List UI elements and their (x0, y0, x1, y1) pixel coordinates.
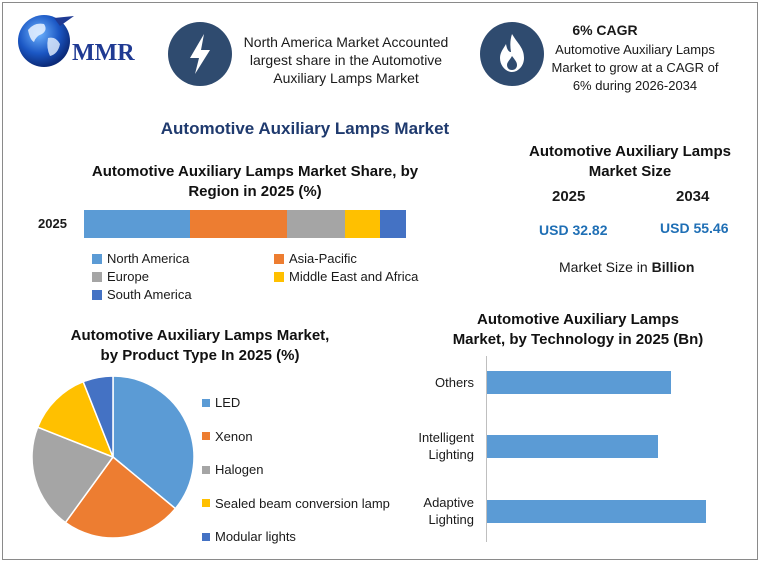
legend-swatch (92, 289, 102, 300)
header-box1-line: largest share in the Automotive (249, 52, 443, 68)
market-size-title-line: Automotive Auxiliary Lamps (529, 143, 731, 160)
flame-icon-badge (480, 22, 544, 86)
pie-slice-1 (64, 455, 177, 539)
legend-swatch (92, 271, 102, 282)
technology-category-label-line: Others (434, 374, 474, 390)
technology-chart-title-line: Market, by Technology in 2025 (Bn) (452, 331, 704, 348)
market-size-value-2034: USD 55.46 (660, 220, 729, 236)
region-bar-segment-4 (380, 210, 406, 238)
header-box1-line: Auxiliary Lamps Market (273, 70, 419, 86)
region-legend-item: Asia-Pacific (274, 251, 454, 266)
lightning-icon (190, 34, 210, 74)
technology-category-label-line: Intelligent (418, 430, 474, 445)
technology-category-label: Intelligent Lighting (380, 429, 474, 463)
region-chart-title-line: Region in 2025 (%) (188, 183, 322, 200)
market-size-note-prefix: Market Size in (559, 259, 652, 275)
legend-label: North America (107, 251, 190, 266)
globe-icon (18, 15, 74, 67)
logo-text: MMR (72, 40, 135, 66)
region-legend-item: Middle East and Africa (274, 269, 454, 284)
legend-swatch (92, 253, 102, 264)
header-box1-line: North America Market Accounted (243, 34, 449, 50)
technology-category-label-line: Adaptive (423, 495, 474, 510)
market-size-year-2025: 2025 (552, 188, 586, 205)
technology-chart-title-line: Automotive Auxiliary Lamps (477, 311, 679, 328)
region-bar-segment-1 (190, 210, 287, 238)
legend-label: Modular lights (215, 529, 296, 545)
legend-label: Asia-Pacific (289, 251, 357, 266)
region-chart-title-line: Automotive Auxiliary Lamps Market Share,… (91, 163, 419, 180)
region-chart-title: Automotive Auxiliary Lamps Market Share,… (70, 162, 440, 202)
pie-slice-3 (36, 380, 115, 459)
pie-slice-2 (31, 426, 115, 524)
legend-label: Sealed beam conversion lamp (215, 495, 390, 511)
technology-chart-axis-line (486, 356, 487, 542)
flame-icon (500, 34, 524, 72)
header-box1-text: North America Market Accounted largest s… (232, 33, 460, 87)
lightning-icon-badge (168, 22, 232, 86)
market-size-note-unit: Billion (651, 259, 695, 275)
market-size-title: Automotive Auxiliary Lamps Market Size (510, 142, 750, 182)
legend-swatch (202, 432, 210, 441)
product-legend-item: Halogen (202, 453, 402, 487)
region-stacked-bar (84, 210, 406, 238)
legend-label: Xenon (215, 428, 253, 444)
market-size-title-line: Market Size (588, 163, 672, 180)
header-box2-title: 6% CAGR (572, 22, 638, 38)
region-bar-segment-2 (286, 210, 345, 238)
technology-chart-title: Automotive Auxiliary Lamps Market, by Te… (430, 310, 726, 350)
technology-category-label: Others (380, 374, 474, 391)
pie-slice-0 (112, 375, 195, 510)
region-bar-segment-0 (84, 210, 191, 238)
header-box2-text: Automotive Auxiliary Lamps Market to gro… (545, 41, 725, 95)
technology-category-label-line: Lighting (428, 447, 474, 462)
legend-label: Halogen (215, 462, 264, 478)
region-legend-item: Europe (92, 269, 274, 284)
product-pie-chart (31, 375, 195, 539)
technology-bar-1 (487, 434, 659, 458)
market-size-note: Market Size in Billion (559, 259, 694, 275)
region-chart-category-label: 2025 (38, 216, 67, 231)
legend-swatch (202, 532, 210, 541)
region-bar-segment-3 (344, 210, 381, 238)
legend-swatch (202, 465, 210, 474)
header-box2-line: 6% during 2026-2034 (572, 78, 698, 93)
product-legend-item: Modular lights (202, 520, 402, 554)
region-legend-item: North America (92, 251, 274, 266)
legend-label: Europe (107, 269, 149, 284)
header-box2-line: Market to grow at a CAGR of (551, 60, 719, 75)
legend-swatch (274, 271, 284, 282)
legend-label: Middle East and Africa (289, 269, 419, 284)
product-chart-legend: LED Xenon Halogen Sealed beam conversion la… (202, 386, 402, 554)
region-chart-legend: North America Asia-Pacific Europe Middle Ea… (92, 251, 452, 302)
technology-bar-2 (487, 499, 706, 523)
main-title: Automotive Auxiliary Lamps Market (160, 119, 450, 138)
market-size-value-2025: USD 32.82 (539, 222, 608, 238)
legend-label: South America (107, 287, 192, 302)
product-chart-title-line: by Product Type In 2025 (%) (100, 347, 300, 364)
product-chart-title-line: Automotive Auxiliary Lamps Market, (70, 327, 330, 344)
legend-label: LED (215, 395, 241, 411)
product-chart-title: Automotive Auxiliary Lamps Market, by Pr… (40, 326, 360, 366)
technology-category-label-line: Lighting (428, 512, 474, 527)
market-size-year-2034: 2034 (676, 188, 710, 205)
technology-category-label: Adaptive Lighting (380, 494, 474, 528)
product-legend-item: Sealed beam conversion lamp (202, 487, 402, 521)
product-legend-item: LED (202, 386, 402, 420)
header-box2-line: Automotive Auxiliary Lamps (555, 42, 715, 57)
technology-bar-0 (487, 370, 672, 394)
logo: MMR (14, 12, 154, 70)
pie-slice-4 (82, 375, 114, 458)
legend-swatch (202, 499, 210, 508)
legend-swatch (274, 253, 284, 264)
product-legend-item: Xenon (202, 420, 402, 454)
legend-swatch (202, 398, 210, 407)
region-legend-item: South America (92, 287, 274, 302)
